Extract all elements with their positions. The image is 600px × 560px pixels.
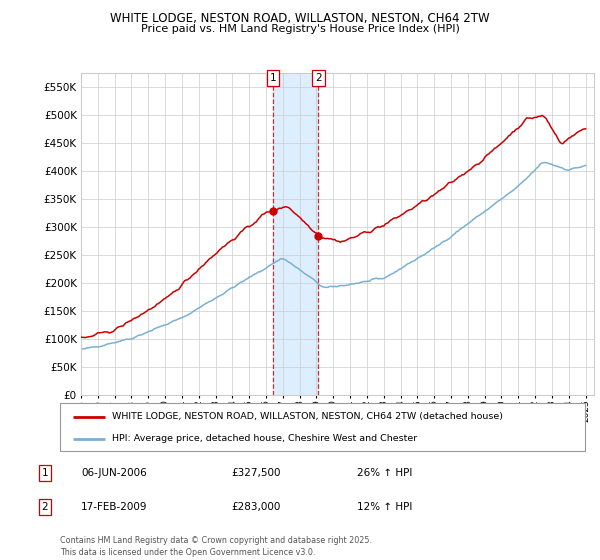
Text: 06-JUN-2006: 06-JUN-2006: [81, 468, 147, 478]
Text: 1: 1: [270, 73, 277, 83]
Text: £283,000: £283,000: [231, 502, 280, 512]
Bar: [273, 73, 319, 395]
Text: 12% ↑ HPI: 12% ↑ HPI: [357, 502, 412, 512]
Text: 2: 2: [315, 73, 322, 83]
FancyBboxPatch shape: [60, 403, 585, 451]
Text: WHITE LODGE, NESTON ROAD, WILLASTON, NESTON, CH64 2TW: WHITE LODGE, NESTON ROAD, WILLASTON, NES…: [110, 12, 490, 25]
Text: Contains HM Land Registry data © Crown copyright and database right 2025.
This d: Contains HM Land Registry data © Crown c…: [60, 536, 372, 557]
Text: 26% ↑ HPI: 26% ↑ HPI: [357, 468, 412, 478]
Text: £327,500: £327,500: [231, 468, 281, 478]
Text: WHITE LODGE, NESTON ROAD, WILLASTON, NESTON, CH64 2TW (detached house): WHITE LODGE, NESTON ROAD, WILLASTON, NES…: [113, 412, 503, 421]
Text: Price paid vs. HM Land Registry's House Price Index (HPI): Price paid vs. HM Land Registry's House …: [140, 24, 460, 34]
Text: 1: 1: [41, 468, 49, 478]
Text: 2: 2: [41, 502, 49, 512]
Text: HPI: Average price, detached house, Cheshire West and Chester: HPI: Average price, detached house, Ches…: [113, 435, 418, 444]
Text: 17-FEB-2009: 17-FEB-2009: [81, 502, 148, 512]
